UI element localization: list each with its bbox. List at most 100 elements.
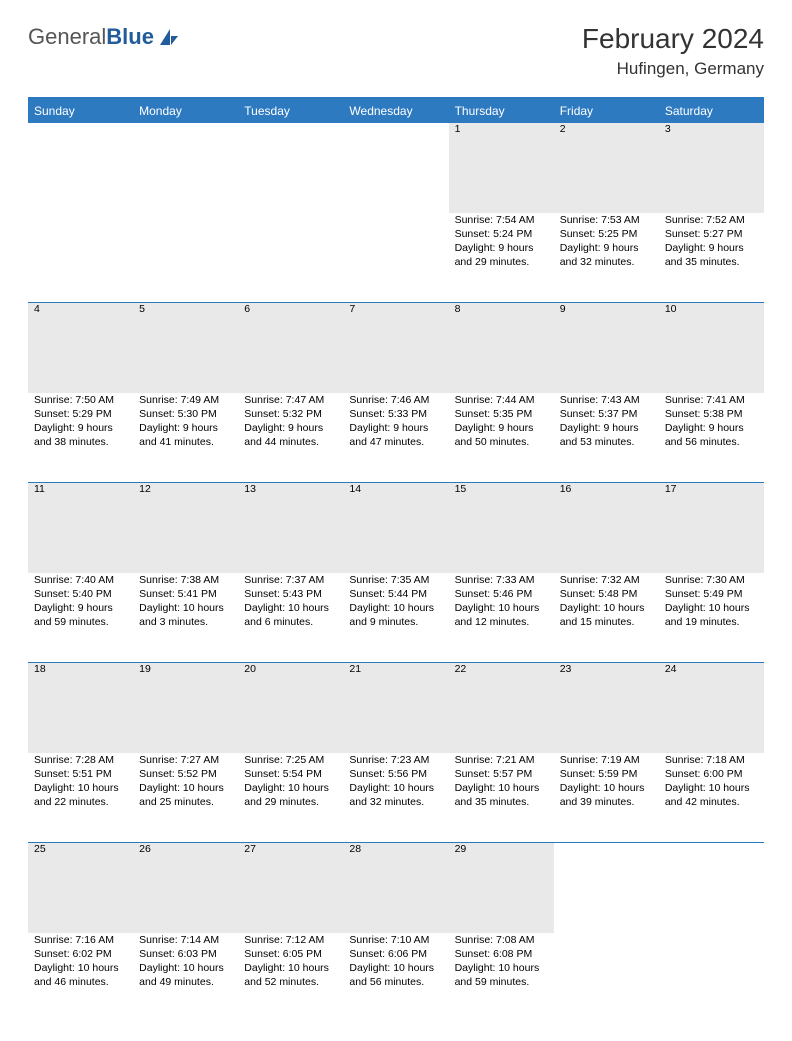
- day-number: 10: [659, 303, 764, 393]
- day-number: 20: [238, 663, 343, 753]
- sunset-line: Sunset: 5:52 PM: [139, 767, 232, 781]
- col-monday: Monday: [133, 99, 238, 123]
- day1-line: Daylight: 10 hours: [244, 961, 337, 975]
- sunrise-line: Sunrise: 7:18 AM: [665, 753, 758, 767]
- day1-line: Daylight: 9 hours: [455, 421, 548, 435]
- day1-line: Daylight: 10 hours: [560, 781, 653, 795]
- day-cell: [28, 213, 133, 303]
- day-number: 28: [343, 843, 448, 933]
- sunset-line: Sunset: 5:29 PM: [34, 407, 127, 421]
- day2-line: and 29 minutes.: [455, 255, 548, 269]
- day2-line: and 47 minutes.: [349, 435, 442, 449]
- header: GeneralBlue February 2024 Hufingen, Germ…: [28, 24, 764, 79]
- day-cell: Sunrise: 7:46 AMSunset: 5:33 PMDaylight:…: [343, 393, 448, 483]
- day1-line: Daylight: 9 hours: [560, 421, 653, 435]
- sunrise-line: Sunrise: 7:27 AM: [139, 753, 232, 767]
- day-cell: Sunrise: 7:14 AMSunset: 6:03 PMDaylight:…: [133, 933, 238, 1023]
- day-cell: Sunrise: 7:38 AMSunset: 5:41 PMDaylight:…: [133, 573, 238, 663]
- day-content-row: Sunrise: 7:50 AMSunset: 5:29 PMDaylight:…: [28, 393, 764, 483]
- day-cell: [343, 213, 448, 303]
- sunset-line: Sunset: 5:30 PM: [139, 407, 232, 421]
- day-cell: Sunrise: 7:44 AMSunset: 5:35 PMDaylight:…: [449, 393, 554, 483]
- day1-line: Daylight: 10 hours: [349, 961, 442, 975]
- sunrise-line: Sunrise: 7:30 AM: [665, 573, 758, 587]
- sunset-line: Sunset: 5:27 PM: [665, 227, 758, 241]
- daynum-row: 2526272829: [28, 843, 764, 933]
- sunset-line: Sunset: 6:03 PM: [139, 947, 232, 961]
- sunset-line: Sunset: 5:44 PM: [349, 587, 442, 601]
- sunset-line: Sunset: 5:41 PM: [139, 587, 232, 601]
- day-cell: Sunrise: 7:54 AMSunset: 5:24 PMDaylight:…: [449, 213, 554, 303]
- day2-line: and 35 minutes.: [455, 795, 548, 809]
- day-number: 3: [659, 123, 764, 213]
- day-number: 17: [659, 483, 764, 573]
- sunrise-line: Sunrise: 7:49 AM: [139, 393, 232, 407]
- day-cell: Sunrise: 7:49 AMSunset: 5:30 PMDaylight:…: [133, 393, 238, 483]
- sunset-line: Sunset: 5:46 PM: [455, 587, 548, 601]
- sunrise-line: Sunrise: 7:16 AM: [34, 933, 127, 947]
- sunrise-line: Sunrise: 7:43 AM: [560, 393, 653, 407]
- day-cell: [554, 933, 659, 1023]
- day2-line: and 39 minutes.: [560, 795, 653, 809]
- day-number: [28, 123, 133, 213]
- col-friday: Friday: [554, 99, 659, 123]
- day2-line: and 52 minutes.: [244, 975, 337, 989]
- sunset-line: Sunset: 5:59 PM: [560, 767, 653, 781]
- day2-line: and 12 minutes.: [455, 615, 548, 629]
- day-number: [133, 123, 238, 213]
- day2-line: and 42 minutes.: [665, 795, 758, 809]
- day-number: 14: [343, 483, 448, 573]
- sunset-line: Sunset: 5:43 PM: [244, 587, 337, 601]
- sunset-line: Sunset: 5:57 PM: [455, 767, 548, 781]
- day-cell: Sunrise: 7:27 AMSunset: 5:52 PMDaylight:…: [133, 753, 238, 843]
- sunset-line: Sunset: 5:40 PM: [34, 587, 127, 601]
- sunrise-line: Sunrise: 7:38 AM: [139, 573, 232, 587]
- sunrise-line: Sunrise: 7:19 AM: [560, 753, 653, 767]
- sunrise-line: Sunrise: 7:47 AM: [244, 393, 337, 407]
- day-number: 26: [133, 843, 238, 933]
- day-number: 6: [238, 303, 343, 393]
- daynum-row: 123: [28, 123, 764, 213]
- day-number: 11: [28, 483, 133, 573]
- page: GeneralBlue February 2024 Hufingen, Germ…: [0, 0, 792, 1041]
- day-number: 12: [133, 483, 238, 573]
- day-cell: Sunrise: 7:32 AMSunset: 5:48 PMDaylight:…: [554, 573, 659, 663]
- day-cell: Sunrise: 7:12 AMSunset: 6:05 PMDaylight:…: [238, 933, 343, 1023]
- sunset-line: Sunset: 5:49 PM: [665, 587, 758, 601]
- day2-line: and 41 minutes.: [139, 435, 232, 449]
- logo: GeneralBlue: [28, 24, 180, 50]
- sunrise-line: Sunrise: 7:32 AM: [560, 573, 653, 587]
- day-cell: Sunrise: 7:35 AMSunset: 5:44 PMDaylight:…: [343, 573, 448, 663]
- col-thursday: Thursday: [449, 99, 554, 123]
- day-cell: Sunrise: 7:30 AMSunset: 5:49 PMDaylight:…: [659, 573, 764, 663]
- day1-line: Daylight: 10 hours: [455, 961, 548, 975]
- day1-line: Daylight: 10 hours: [665, 781, 758, 795]
- day-number: [343, 123, 448, 213]
- day2-line: and 3 minutes.: [139, 615, 232, 629]
- sunset-line: Sunset: 5:38 PM: [665, 407, 758, 421]
- sunrise-line: Sunrise: 7:46 AM: [349, 393, 442, 407]
- sunset-line: Sunset: 6:00 PM: [665, 767, 758, 781]
- day-number: 8: [449, 303, 554, 393]
- day-cell: Sunrise: 7:50 AMSunset: 5:29 PMDaylight:…: [28, 393, 133, 483]
- location: Hufingen, Germany: [582, 59, 764, 79]
- sunrise-line: Sunrise: 7:53 AM: [560, 213, 653, 227]
- sunrise-line: Sunrise: 7:12 AM: [244, 933, 337, 947]
- day2-line: and 53 minutes.: [560, 435, 653, 449]
- sunrise-line: Sunrise: 7:28 AM: [34, 753, 127, 767]
- daynum-row: 18192021222324: [28, 663, 764, 753]
- month-title: February 2024: [582, 24, 764, 55]
- day-cell: Sunrise: 7:25 AMSunset: 5:54 PMDaylight:…: [238, 753, 343, 843]
- day-number: 15: [449, 483, 554, 573]
- day1-line: Daylight: 10 hours: [34, 781, 127, 795]
- day1-line: Daylight: 10 hours: [349, 781, 442, 795]
- day1-line: Daylight: 9 hours: [665, 241, 758, 255]
- sunset-line: Sunset: 6:08 PM: [455, 947, 548, 961]
- day2-line: and 38 minutes.: [34, 435, 127, 449]
- sunset-line: Sunset: 6:05 PM: [244, 947, 337, 961]
- sunset-line: Sunset: 5:48 PM: [560, 587, 653, 601]
- daynum-row: 11121314151617: [28, 483, 764, 573]
- day-content-row: Sunrise: 7:16 AMSunset: 6:02 PMDaylight:…: [28, 933, 764, 1023]
- day1-line: Daylight: 9 hours: [560, 241, 653, 255]
- sunrise-line: Sunrise: 7:23 AM: [349, 753, 442, 767]
